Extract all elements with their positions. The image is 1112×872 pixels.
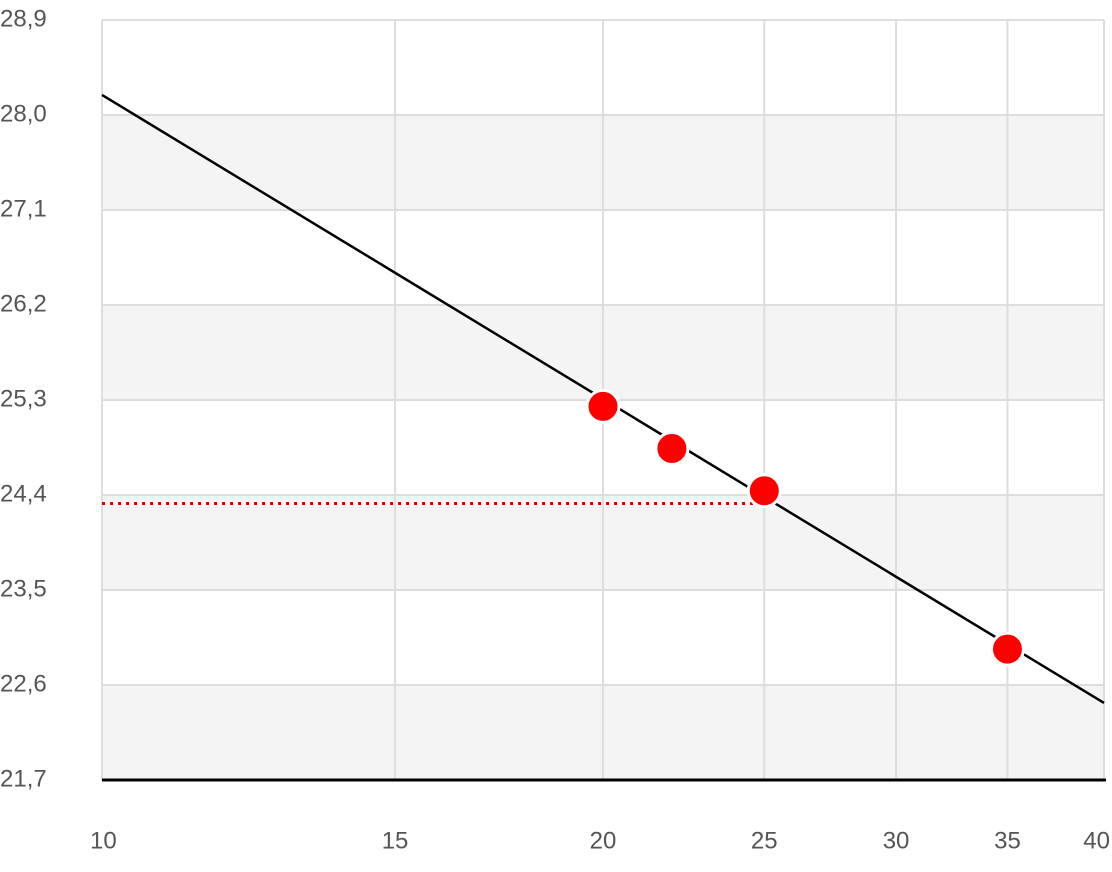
point [585,388,621,424]
x-tick-label: 30 [883,827,910,854]
point [989,631,1025,667]
y-tick-label: 28,0 [0,100,47,127]
x-tick-label: 15 [382,827,409,854]
point [654,431,690,467]
x-tick-label: 20 [590,827,617,854]
y-tick-label: 22,6 [0,670,47,697]
y-tick-label: 25,3 [0,385,47,412]
y-tick-label: 21,7 [0,765,47,792]
point [746,473,782,509]
x-tick-label: 25 [751,827,778,854]
y-tick-label: 27,1 [0,195,47,222]
y-tick-label: 28,9 [0,5,47,32]
x-tick-label: 35 [994,827,1021,854]
y-tick-label: 26,2 [0,290,47,317]
x-tick-label: 40 [1083,827,1110,854]
y-tick-label: 24,4 [0,480,47,507]
x-tick-label: 10 [90,827,117,854]
y-tick-label: 23,5 [0,575,47,602]
